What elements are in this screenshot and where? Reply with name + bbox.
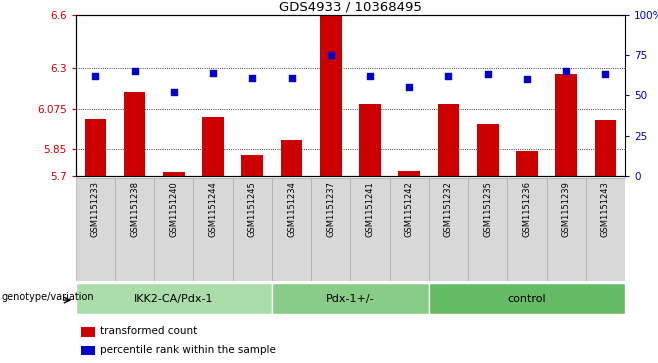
Text: GSM1151234: GSM1151234 — [287, 181, 296, 237]
Point — [482, 72, 493, 77]
Bar — [115, 178, 154, 281]
Bar — [163, 172, 185, 176]
Text: Pdx-1+/-: Pdx-1+/- — [326, 294, 374, 303]
Text: control: control — [508, 294, 546, 303]
Text: GSM1151239: GSM1151239 — [562, 181, 570, 237]
Point — [404, 84, 415, 90]
Point — [522, 76, 532, 82]
Bar — [429, 283, 625, 314]
Text: GSM1151242: GSM1151242 — [405, 181, 414, 237]
Point — [208, 70, 218, 76]
Bar — [468, 178, 507, 281]
Bar — [438, 104, 459, 176]
Bar — [477, 124, 499, 176]
Bar — [555, 74, 577, 176]
Bar — [311, 178, 351, 281]
Bar — [154, 178, 193, 281]
Text: GSM1151233: GSM1151233 — [91, 181, 100, 237]
Point — [90, 73, 101, 79]
Point — [168, 89, 179, 95]
Text: GSM1151235: GSM1151235 — [483, 181, 492, 237]
Bar — [241, 155, 263, 176]
Bar — [124, 92, 145, 176]
Bar — [586, 178, 625, 281]
Text: IKK2-CA/Pdx-1: IKK2-CA/Pdx-1 — [134, 294, 214, 303]
Bar — [281, 140, 302, 176]
Point — [365, 73, 375, 79]
Text: GSM1151243: GSM1151243 — [601, 181, 610, 237]
Bar — [272, 283, 429, 314]
Text: genotype/variation: genotype/variation — [1, 292, 94, 302]
Bar — [202, 117, 224, 176]
Bar — [390, 178, 429, 281]
Bar — [320, 16, 342, 176]
Bar — [429, 178, 468, 281]
Text: GSM1151232: GSM1151232 — [444, 181, 453, 237]
Bar — [84, 119, 106, 176]
Bar — [81, 346, 95, 355]
Point — [326, 52, 336, 58]
Bar — [81, 327, 95, 337]
Point — [247, 75, 257, 81]
Bar — [272, 178, 311, 281]
Bar — [76, 283, 272, 314]
Text: GSM1151240: GSM1151240 — [169, 181, 178, 237]
Title: GDS4933 / 10368495: GDS4933 / 10368495 — [279, 0, 422, 13]
Text: GSM1151244: GSM1151244 — [209, 181, 218, 237]
Text: GSM1151237: GSM1151237 — [326, 181, 336, 237]
Text: GSM1151236: GSM1151236 — [522, 181, 532, 237]
Bar — [595, 121, 617, 176]
Bar — [76, 178, 115, 281]
Bar — [516, 151, 538, 176]
Point — [561, 68, 572, 74]
Bar — [193, 178, 233, 281]
Point — [443, 73, 454, 79]
Point — [600, 72, 611, 77]
Bar — [399, 171, 420, 176]
Text: GSM1151241: GSM1151241 — [365, 181, 374, 237]
Bar — [359, 104, 381, 176]
Bar — [233, 178, 272, 281]
Bar — [507, 178, 547, 281]
Text: GSM1151238: GSM1151238 — [130, 181, 139, 237]
Point — [129, 68, 139, 74]
Text: percentile rank within the sample: percentile rank within the sample — [101, 344, 276, 355]
Text: GSM1151245: GSM1151245 — [248, 181, 257, 237]
Text: transformed count: transformed count — [101, 326, 197, 337]
Point — [286, 75, 297, 81]
Bar — [351, 178, 390, 281]
Bar — [547, 178, 586, 281]
